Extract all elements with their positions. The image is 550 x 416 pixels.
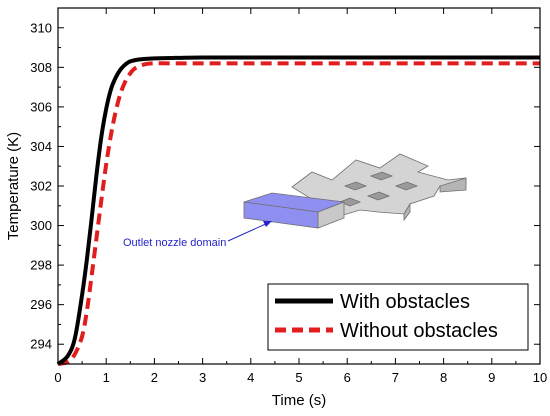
legend-box xyxy=(267,283,529,351)
y-tick-label: 294 xyxy=(30,337,52,352)
x-tick-label: 2 xyxy=(151,370,158,385)
x-tick-label: 0 xyxy=(54,370,61,385)
series-line-with-obstacles xyxy=(56,55,540,366)
x-tick-label: 1 xyxy=(103,370,110,385)
annotation-text: Outlet nozzle domain xyxy=(123,237,226,249)
x-axis-label: Time (s) xyxy=(272,392,326,409)
x-tick-label: 9 xyxy=(488,370,495,385)
structure-hole xyxy=(366,191,391,201)
x-tick-label: 7 xyxy=(392,370,399,385)
structure-hole xyxy=(394,181,419,191)
x-tick-label: 6 xyxy=(344,370,351,385)
legend-label-with-obstacles: With obstacles xyxy=(340,291,470,313)
structure-side-face xyxy=(439,177,467,193)
axis-ticks: 0 1 2 3 4 5 6 7 8 9 10 294 296 298 300 302 304 306 308 310 xyxy=(30,8,547,385)
x-tick-label: 3 xyxy=(199,370,206,385)
structure-hole xyxy=(338,197,362,207)
legend-label-without-obstacles: Without obstacles xyxy=(340,320,498,342)
y-tick-label: 304 xyxy=(30,139,52,154)
y-tick-label: 306 xyxy=(30,99,52,114)
y-tick-label: 300 xyxy=(30,218,52,233)
y-tick-label: 310 xyxy=(30,20,52,35)
y-tick-label: 302 xyxy=(30,179,52,194)
x-tick-label: 5 xyxy=(295,370,302,385)
series-layer xyxy=(56,55,540,366)
structure-side-face xyxy=(403,202,411,222)
x-tick-label: 8 xyxy=(440,370,447,385)
obstacle-structure xyxy=(291,153,467,222)
x-tick-label: 4 xyxy=(247,370,254,385)
annotation-arrow-head xyxy=(263,221,272,227)
obstacle-geometry-illustration: Outlet nozzle domain xyxy=(123,153,467,249)
y-axis-label: Temperature (K) xyxy=(5,132,22,240)
y-tick-label: 296 xyxy=(30,297,52,312)
structure-hole xyxy=(369,171,394,181)
plot-frame xyxy=(57,7,541,365)
y-tick-label: 298 xyxy=(30,258,52,273)
y-tick-label: 308 xyxy=(30,60,52,75)
structure-hole xyxy=(343,181,368,191)
legend: With obstacles Without obstacles xyxy=(267,283,529,351)
x-tick-label: 10 xyxy=(533,370,547,385)
annotation-arrow-line xyxy=(227,221,271,242)
nozzle-side-face xyxy=(317,201,345,229)
outlet-nozzle xyxy=(243,192,345,229)
series-line-without-obstacles xyxy=(57,61,540,366)
